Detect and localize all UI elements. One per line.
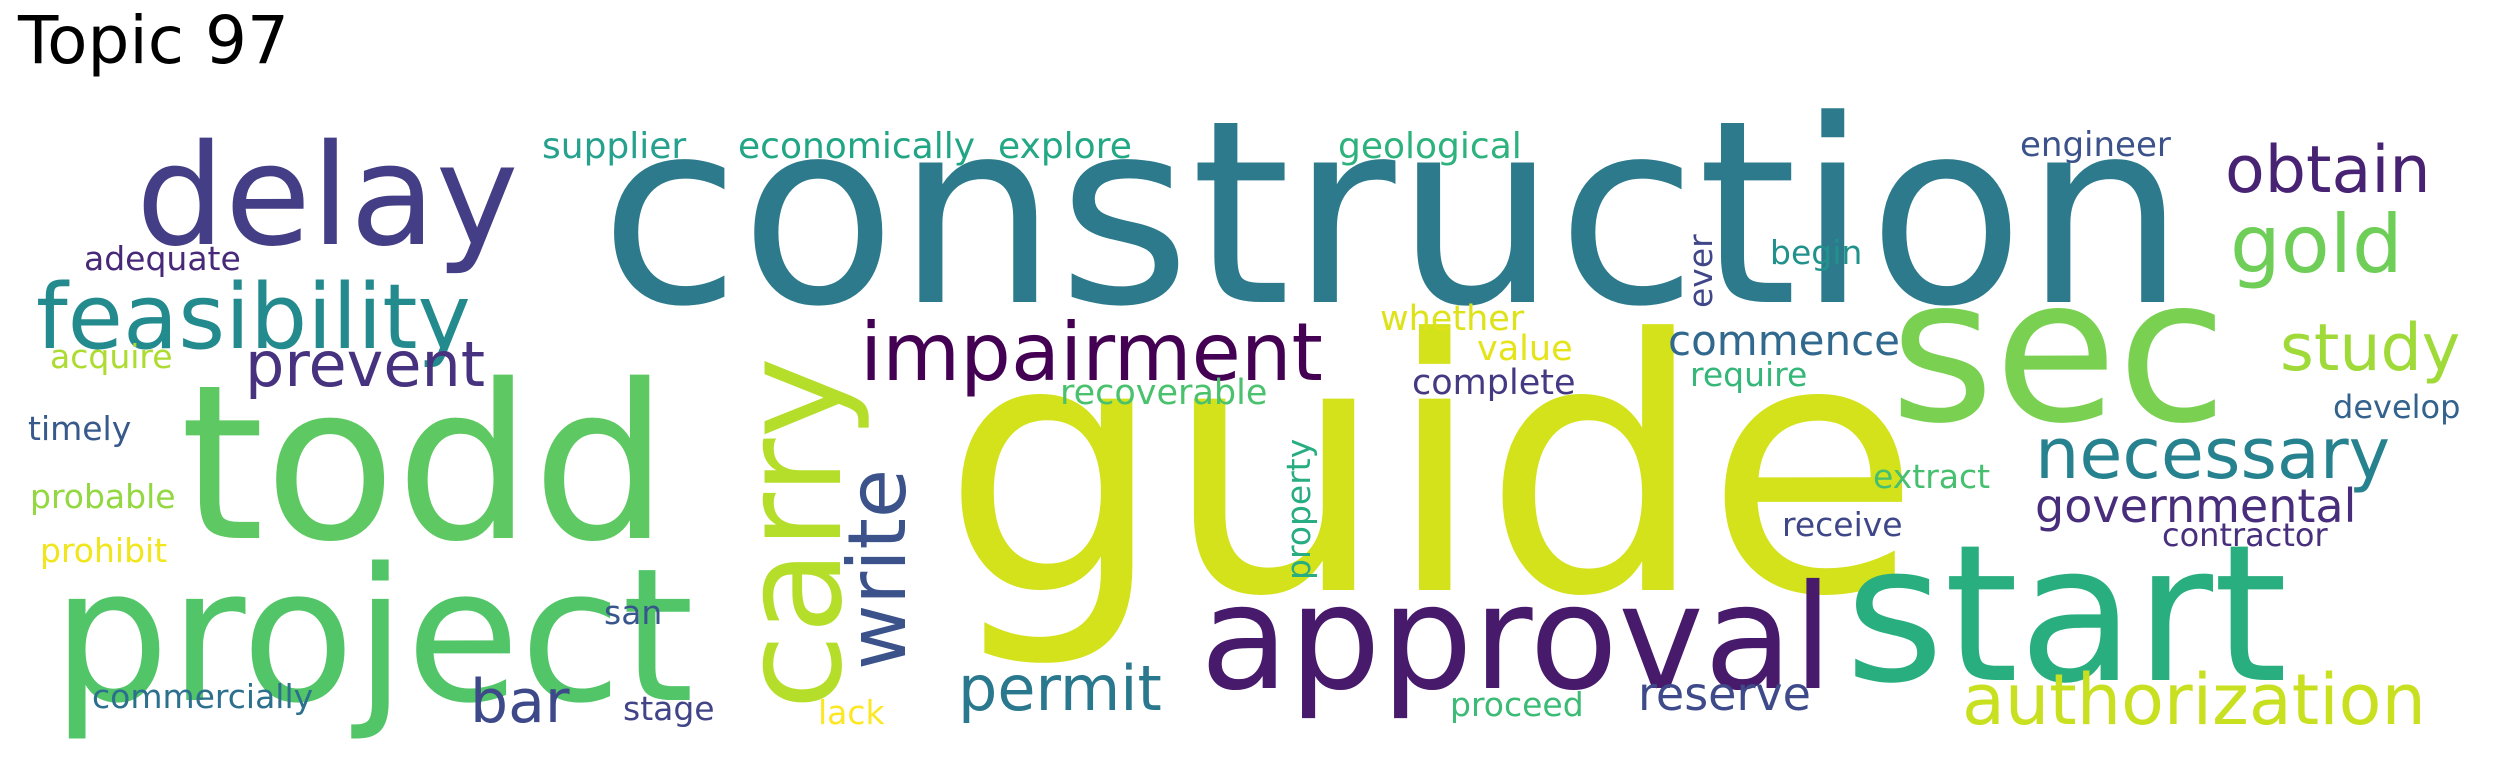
word-proceed: proceed bbox=[1450, 685, 1584, 724]
word-construction: construction bbox=[600, 66, 2186, 363]
word-ever: ever bbox=[1681, 234, 1720, 308]
word-acquire: acquire bbox=[50, 337, 173, 376]
word-start: start bbox=[1845, 504, 2288, 725]
word-recoverable: recoverable bbox=[1060, 373, 1267, 413]
word-study: study bbox=[2280, 311, 2460, 386]
page-title: Topic 97 bbox=[18, 2, 289, 79]
word-property: property bbox=[1279, 439, 1318, 580]
word-begin: begin bbox=[1770, 233, 1862, 272]
word-reserve: reserve bbox=[1638, 667, 1811, 721]
word-commercially: commercially bbox=[92, 677, 313, 716]
word-todd: todd bbox=[180, 338, 669, 589]
word-project: project bbox=[52, 528, 694, 744]
word-extract: extract bbox=[1873, 457, 1990, 496]
word-prohibit: prohibit bbox=[40, 531, 167, 570]
word-bar: bar bbox=[470, 667, 570, 737]
word-authorization: authorization bbox=[1962, 659, 2426, 741]
word-guide: guide bbox=[942, 265, 1921, 673]
word-sec: sec bbox=[1890, 235, 2227, 468]
word-timely: timely bbox=[28, 409, 131, 448]
word-write: write bbox=[831, 469, 924, 670]
word-economically: economically bbox=[738, 126, 975, 167]
word-complete: complete bbox=[1412, 363, 1575, 403]
word-adequate: adequate bbox=[84, 239, 241, 278]
word-require: require bbox=[1690, 355, 1807, 394]
word-carry: carry bbox=[712, 357, 873, 710]
word-probable: probable bbox=[30, 477, 176, 516]
word-receive: receive bbox=[1782, 505, 1903, 544]
word-impairment: impairment bbox=[860, 306, 1323, 399]
word-contractor: contractor bbox=[2162, 516, 2328, 554]
word-stage: stage bbox=[623, 689, 715, 728]
word-whether: whether bbox=[1380, 299, 1525, 339]
word-feasibility: feasibility bbox=[36, 265, 471, 370]
word-geological: geological bbox=[1338, 126, 1522, 167]
word-delay: delay bbox=[136, 115, 519, 278]
word-governmental: governmental bbox=[2035, 479, 2356, 533]
word-san: san bbox=[604, 593, 662, 632]
word-develop: develop bbox=[2333, 388, 2460, 426]
word-supplier: supplier bbox=[542, 126, 686, 167]
word-explore: explore bbox=[998, 126, 1132, 167]
word-gold: gold bbox=[2230, 198, 2403, 291]
word-necessary: necessary bbox=[2035, 413, 2390, 495]
word-approval: approval bbox=[1200, 554, 1833, 723]
word-permit: permit bbox=[958, 652, 1162, 725]
word-engineer: engineer bbox=[2020, 125, 2171, 165]
word-commence: commence bbox=[1668, 316, 1900, 365]
word-value: value bbox=[1477, 329, 1573, 369]
word-lack: lack bbox=[818, 693, 886, 732]
word-prevent: prevent bbox=[245, 328, 485, 401]
word-obtain: obtain bbox=[2225, 133, 2431, 208]
